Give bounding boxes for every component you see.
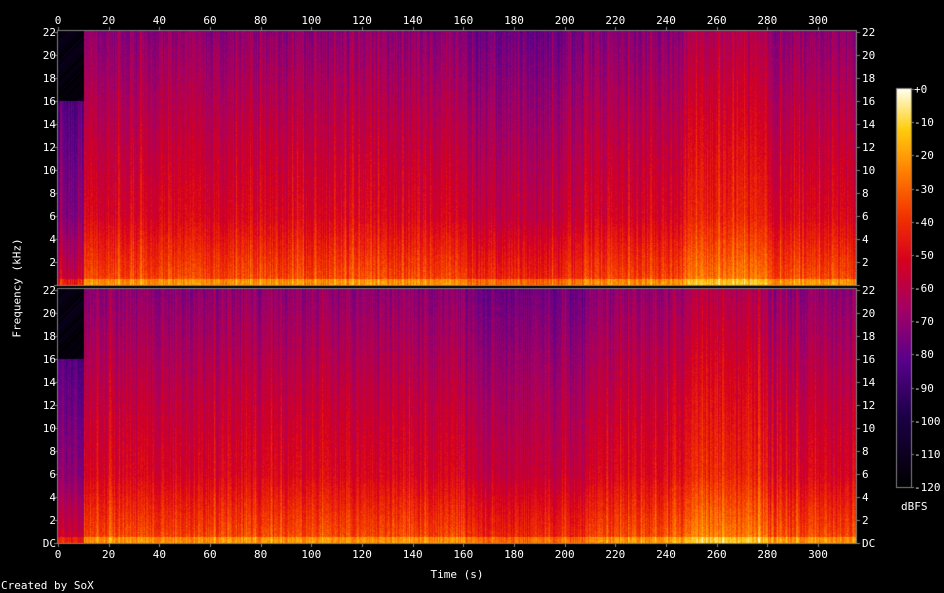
y-tick-label-left: 4	[49, 232, 56, 246]
y-tick-label-right: 12	[862, 140, 876, 154]
x-tick-label-bottom: 220	[605, 548, 626, 561]
y-tick-label-left: DC	[42, 537, 56, 550]
y-tick-label-left: 4	[49, 490, 56, 504]
y-tick-label-left: 16	[42, 94, 56, 108]
y-axis-title: Frequency (kHz)	[10, 238, 24, 338]
y-tick-label-right: 14	[862, 117, 876, 131]
x-tick-label-top: 240	[656, 14, 676, 27]
x-tick-label-bottom: 0	[54, 548, 62, 561]
colorbar-tick-label: -120	[914, 481, 941, 494]
x-tick-label-bottom: 120	[352, 548, 372, 561]
colorbar-tick-label: -20	[914, 149, 934, 163]
y-tick-label-right: 14	[862, 375, 876, 389]
colorbar-tick-label: -90	[914, 381, 934, 395]
y-tick-label-right: DC	[862, 537, 876, 550]
x-tick-label-top: 60	[203, 14, 217, 27]
y-tick-label-right: 4	[862, 232, 869, 246]
y-tick-label-left: 20	[42, 48, 56, 62]
colorbar-tick-label: -50	[914, 248, 934, 262]
y-tick-label-left: 6	[49, 467, 56, 481]
y-tick-label-right: 10	[862, 421, 876, 435]
x-tick-label-bottom: 140	[402, 548, 423, 561]
x-tick-label-top: 160	[453, 14, 474, 27]
colorbar-tick-label: -30	[914, 182, 934, 196]
x-tick-label-bottom: 180	[504, 548, 524, 561]
colorbar-tick-label: -60	[914, 282, 934, 295]
y-tick-label-left: 14	[42, 375, 56, 389]
x-tick-label-bottom: 260	[706, 548, 727, 561]
x-tick-label-bottom: 280	[757, 548, 778, 561]
x-tick-label-top: 200	[554, 14, 575, 27]
x-tick-label-top: 180	[504, 14, 524, 27]
colorbar-tick-label: -40	[914, 215, 934, 229]
y-tick-label-right: 8	[862, 444, 869, 458]
y-tick-label-right: 20	[862, 306, 876, 320]
colorbar-tick-label: -70	[914, 315, 934, 329]
y-tick-label-right: 16	[862, 94, 876, 108]
x-tick-label-bottom: 80	[254, 548, 268, 561]
y-tick-label-right: 8	[862, 186, 869, 200]
y-tick-label-right: 18	[862, 329, 876, 343]
y-tick-label-left: 2	[49, 513, 56, 527]
y-tick-label-left: 2	[49, 255, 56, 269]
x-axis-title: Time (s)	[430, 568, 484, 581]
y-tick-label-left: 10	[42, 421, 56, 435]
colorbar-tick-label: -80	[914, 348, 934, 362]
x-tick-label-bottom: 20	[102, 548, 116, 561]
colorbar-tick-label: -100	[914, 414, 941, 428]
y-tick-label-right: 20	[862, 48, 876, 62]
x-tick-label-bottom: 200	[554, 548, 575, 561]
y-tick-label-left: 18	[42, 71, 56, 85]
x-tick-label-top: 80	[254, 14, 268, 27]
colorbar-tick-label: -110	[914, 447, 941, 461]
y-tick-label-right: 6	[862, 467, 869, 481]
y-tick-label-left: 8	[49, 444, 56, 458]
x-tick-label-bottom: 100	[301, 548, 322, 561]
y-tick-label-left: 8	[49, 186, 56, 200]
y-tick-label-left: 22	[42, 283, 56, 297]
y-tick-label-right: 2	[862, 255, 869, 269]
colorbar-tick-label: +0	[914, 83, 928, 96]
x-tick-label-bottom: 300	[808, 548, 828, 561]
y-tick-label-right: 18	[862, 71, 876, 85]
y-tick-label-right: 10	[862, 163, 876, 177]
x-tick-label-top: 40	[152, 14, 166, 27]
y-tick-label-left: 16	[42, 352, 56, 366]
y-tick-label-right: 22	[862, 25, 876, 39]
y-tick-label-left: 12	[42, 398, 56, 412]
y-tick-label-left: 14	[42, 117, 56, 131]
y-tick-label-right: 6	[862, 209, 869, 223]
x-tick-label-top: 120	[352, 14, 372, 27]
x-tick-label-bottom: 160	[453, 548, 474, 561]
colorbar-tick-label: -10	[914, 116, 934, 130]
y-tick-label-left: 12	[42, 140, 56, 154]
y-tick-label-left: 6	[49, 209, 56, 223]
x-tick-label-top: 0	[54, 14, 62, 27]
y-tick-label-left: 20	[42, 306, 56, 320]
x-tick-label-top: 220	[605, 14, 626, 27]
x-tick-label-top: 100	[301, 14, 322, 27]
y-tick-label-right: 22	[862, 283, 876, 297]
x-tick-label-top: 140	[402, 14, 423, 27]
y-tick-label-right: 2	[862, 513, 869, 527]
x-tick-label-bottom: 240	[656, 548, 676, 561]
x-tick-label-top: 20	[102, 14, 116, 27]
y-tick-label-right: 16	[862, 352, 876, 366]
y-tick-label-left: 18	[42, 329, 56, 343]
y-tick-label-left: 22	[42, 25, 56, 39]
y-tick-label-left: 10	[42, 163, 56, 177]
colorbar-title: dBFS	[901, 500, 928, 513]
x-tick-label-top: 300	[808, 14, 828, 27]
y-tick-label-right: 12	[862, 398, 876, 412]
x-tick-label-bottom: 40	[152, 548, 166, 561]
x-tick-label-top: 280	[757, 14, 778, 27]
x-tick-label-bottom: 60	[203, 548, 217, 561]
y-tick-label-right: 4	[862, 490, 869, 504]
x-tick-label-top: 260	[706, 14, 727, 27]
credit-text: Created by SoX	[1, 579, 94, 592]
